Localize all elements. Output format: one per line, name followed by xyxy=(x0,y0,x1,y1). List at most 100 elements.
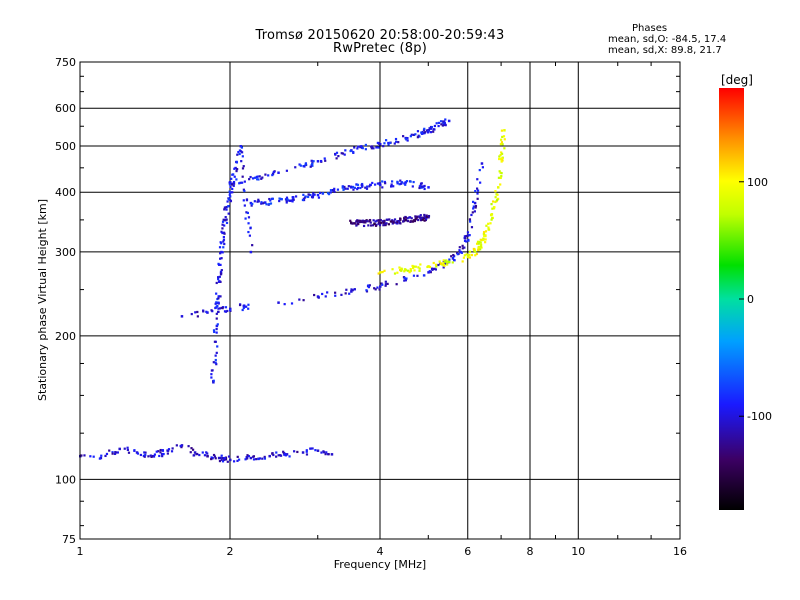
data-point xyxy=(219,456,222,460)
data-point xyxy=(180,315,184,318)
data-point xyxy=(474,206,477,209)
data-point xyxy=(222,235,225,239)
data-point xyxy=(386,282,389,285)
data-point xyxy=(252,455,256,458)
data-point xyxy=(409,269,413,272)
data-point xyxy=(409,180,412,183)
data-point xyxy=(246,454,249,457)
data-point xyxy=(404,181,407,184)
data-point xyxy=(392,185,395,188)
data-point xyxy=(432,130,435,133)
data-point xyxy=(161,455,164,458)
data-point xyxy=(243,189,246,193)
data-point xyxy=(329,189,333,192)
data-point xyxy=(166,449,169,452)
x-tick-label: 2 xyxy=(227,545,234,558)
data-point xyxy=(167,448,171,451)
data-point xyxy=(228,193,231,196)
data-point xyxy=(438,260,441,263)
data-point xyxy=(261,202,265,205)
data-point xyxy=(419,182,423,185)
data-point xyxy=(196,310,199,314)
data-point xyxy=(313,293,316,297)
data-point xyxy=(433,128,436,131)
data-point xyxy=(222,240,225,243)
data-point xyxy=(434,263,438,266)
data-point xyxy=(275,451,278,454)
data-point xyxy=(442,262,445,265)
data-point xyxy=(283,303,286,306)
data-point xyxy=(406,136,409,140)
data-point xyxy=(249,175,252,179)
data-point xyxy=(500,152,504,155)
x-tick-label: 8 xyxy=(527,545,534,558)
data-point xyxy=(378,181,381,185)
data-point xyxy=(304,162,308,165)
data-point xyxy=(263,457,267,460)
data-point xyxy=(472,205,475,208)
data-point xyxy=(395,283,398,286)
data-point xyxy=(491,217,494,220)
data-point xyxy=(356,147,359,150)
data-point xyxy=(249,227,252,230)
data-point xyxy=(311,164,314,167)
colorbar-tick-label: -100 xyxy=(747,410,772,423)
data-point xyxy=(321,292,324,296)
data-point xyxy=(268,454,271,458)
data-point xyxy=(471,200,475,203)
data-point xyxy=(256,200,259,203)
data-point xyxy=(226,200,229,203)
data-point xyxy=(233,167,236,170)
data-point xyxy=(214,354,217,357)
data-point xyxy=(98,457,101,460)
data-point xyxy=(255,175,258,179)
data-point xyxy=(136,452,140,455)
data-point xyxy=(484,238,487,241)
data-point xyxy=(223,310,227,313)
trace-f-trace-x xyxy=(377,129,506,275)
data-point xyxy=(482,233,485,236)
data-point xyxy=(426,265,429,269)
data-point xyxy=(269,202,273,205)
colorbar-tick-label: 100 xyxy=(747,176,768,189)
data-point xyxy=(381,186,384,189)
data-point xyxy=(332,189,336,192)
data-point xyxy=(367,286,371,289)
data-point xyxy=(213,330,216,334)
data-point xyxy=(229,185,232,189)
data-point xyxy=(428,265,432,269)
data-point xyxy=(179,444,182,448)
data-point xyxy=(232,182,236,185)
data-point xyxy=(224,219,227,222)
data-point xyxy=(403,279,406,282)
data-point xyxy=(221,251,224,254)
data-point xyxy=(466,255,470,259)
data-point xyxy=(391,219,394,222)
data-point xyxy=(327,193,331,196)
data-point xyxy=(206,311,209,314)
data-point xyxy=(473,249,476,252)
data-point xyxy=(410,133,413,136)
data-point xyxy=(258,175,261,178)
data-point xyxy=(468,218,472,221)
data-point xyxy=(219,263,222,266)
data-point xyxy=(160,453,164,456)
data-point xyxy=(143,455,146,458)
data-point xyxy=(241,167,245,170)
y-tick-label: 400 xyxy=(55,186,76,199)
data-point xyxy=(215,324,219,328)
data-point xyxy=(248,234,251,237)
data-point xyxy=(217,310,220,314)
data-point xyxy=(427,215,430,219)
data-point xyxy=(298,163,301,166)
trace-multi-hop-2f xyxy=(229,118,451,186)
data-point xyxy=(247,230,250,234)
data-point xyxy=(252,458,256,461)
data-point xyxy=(470,213,473,217)
data-point xyxy=(218,307,222,310)
data-point xyxy=(442,259,445,262)
data-point xyxy=(448,260,451,264)
data-point xyxy=(396,221,399,224)
data-point xyxy=(321,192,325,195)
data-point xyxy=(240,146,244,149)
